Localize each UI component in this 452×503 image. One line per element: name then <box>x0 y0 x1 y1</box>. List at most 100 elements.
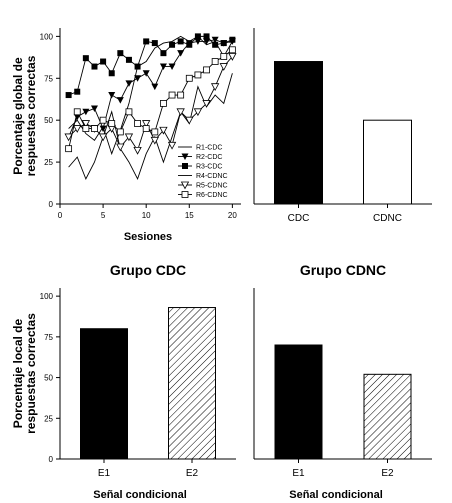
data-point-r3-cdc <box>151 40 158 47</box>
line-chart-x-tick-label: 15 <box>185 211 194 220</box>
data-point-r3-cdc <box>194 33 201 40</box>
data-point-r2-cdc <box>194 38 202 45</box>
line-chart-y-axis-label: Porcentaje global derespuestas correctas <box>11 55 38 176</box>
data-point-r5-cdnc <box>98 133 108 142</box>
grupo-cdc-bar-chart-panel: Grupo CDC Señal condicional Porcentaje l… <box>11 262 236 501</box>
line-chart-x-tick-label: 20 <box>228 211 237 220</box>
data-point-r6-cdnc <box>65 145 73 153</box>
data-point-r3-cdc <box>203 33 210 40</box>
data-point-r2-cdc <box>82 108 90 116</box>
data-point-r2-cdc <box>151 83 159 91</box>
legend-label-r4-cdnc: R4-CDNC <box>196 173 228 180</box>
data-point-r2-cdc <box>108 92 116 99</box>
data-point-r6-cdnc <box>91 125 98 132</box>
data-point-r2-cdc <box>116 97 124 104</box>
legend-marker-r3-cdc <box>182 163 188 169</box>
data-point-r3-cdc <box>125 56 132 63</box>
line-chart-y-tick-label: 75 <box>44 74 53 83</box>
data-point-r3-cdc <box>74 88 81 95</box>
overall-bar-cdnc <box>363 119 412 205</box>
overall-category-label: CDC <box>288 213 310 224</box>
data-point-r6-cdnc <box>160 100 167 107</box>
line-chart-x-tick-label: 5 <box>101 211 106 220</box>
legend-label-r5-cdnc: R5-CDNC <box>196 183 228 190</box>
data-point-r6-cdnc <box>99 116 107 124</box>
line-chart-panel: Porcentaje global derespuestas correctas… <box>11 28 241 243</box>
data-point-r3-cdc <box>134 63 141 70</box>
line-chart-y-tick-label: 100 <box>40 32 54 41</box>
grupo-cdc-y-tick-label: 0 <box>49 455 54 464</box>
data-point-r3-cdc <box>100 58 107 65</box>
overall-bar-cdc <box>274 61 323 205</box>
grupo-cdnc-x-axis-label: Señal condicional <box>289 489 383 501</box>
data-point-r2-cdc <box>99 125 107 133</box>
data-point-r5-cdnc <box>185 116 194 125</box>
grupo-cdc-y-tick-label: 100 <box>40 292 54 301</box>
data-point-r5-cdnc <box>73 125 82 133</box>
data-point-r5-cdnc <box>133 146 142 155</box>
data-point-r5-cdnc <box>64 133 73 142</box>
data-point-r5-cdnc <box>142 120 151 128</box>
data-point-r6-cdnc <box>211 58 219 65</box>
data-point-r3-cdc <box>229 36 236 43</box>
data-point-r6-cdnc <box>73 108 81 116</box>
data-point-r5-cdnc <box>210 83 220 92</box>
legend-marker-r6-cdnc <box>181 191 189 198</box>
data-point-r3-cdc <box>169 41 176 48</box>
grupo-cdnc-bar-chart-panel: Grupo CDNC Señal condicional E1 E2 <box>253 262 432 501</box>
grupo-cdc-category-label: E2 <box>186 468 199 479</box>
data-point-r6-cdnc <box>82 125 90 132</box>
data-point-r6-cdnc <box>185 74 193 82</box>
data-point-r5-cdnc <box>202 100 211 108</box>
data-point-r2-cdc <box>168 63 176 71</box>
data-point-r6-cdnc <box>220 53 228 60</box>
line-chart-y-tick-label: 50 <box>44 116 53 125</box>
data-point-r5-cdnc <box>159 126 168 135</box>
grupo-cdnc-category-label: E2 <box>381 468 394 479</box>
data-point-r3-cdc <box>117 50 124 57</box>
legend-marker-r2-cdc <box>181 153 189 160</box>
data-point-r6-cdnc <box>116 128 124 136</box>
line-chart-legend: R1-CDC R2-CDC R3-CDC R4-CDNC R5-CDNC R6-CDNC <box>178 145 228 199</box>
line-chart-x-tick-label: 0 <box>58 211 63 220</box>
data-point-r6-cdnc <box>125 108 133 116</box>
legend-label-r3-cdc: R3-CDC <box>196 164 222 171</box>
data-point-r5-cdnc <box>228 53 237 61</box>
data-point-r6-cdnc <box>194 71 202 79</box>
data-point-r2-cdc <box>90 105 98 112</box>
data-point-r3-cdc <box>108 70 115 77</box>
data-point-r2-cdc <box>211 36 219 44</box>
grupo-cdc-y-tick-label: 75 <box>44 333 53 342</box>
data-point-r3-cdc <box>91 63 98 70</box>
grupo-cdc-y-tick-label: 25 <box>44 414 53 423</box>
grupo-cdc-bar-e1 <box>80 328 128 460</box>
legend-marker-r5-cdnc <box>180 181 190 190</box>
grupo-cdc-title: Grupo CDC <box>110 262 186 278</box>
grupo-cdc-y-tick-label: 50 <box>44 374 53 383</box>
grupo-cdc-category-label: E1 <box>98 468 111 479</box>
data-point-r6-cdnc <box>151 128 159 136</box>
data-point-r5-cdnc <box>176 108 185 117</box>
data-point-r5-cdnc <box>116 143 125 152</box>
data-point-r6-cdnc <box>142 125 150 132</box>
grupo-cdnc-bar-e1 <box>274 344 323 460</box>
line-chart-x-tick-label: 10 <box>142 211 151 220</box>
data-point-r5-cdnc <box>81 120 91 128</box>
data-point-r6-cdnc <box>134 120 141 127</box>
line-chart-y-tick-label: 0 <box>49 200 54 209</box>
series-line-r1-cdc <box>68 35 233 156</box>
data-point-r5-cdnc <box>124 133 134 142</box>
legend-label-r1-cdc: R1-CDC <box>196 145 222 152</box>
data-point-r5-cdnc <box>167 141 177 150</box>
legend-label-r6-cdnc: R6-CDNC <box>196 192 228 199</box>
data-point-r3-cdc <box>212 41 219 48</box>
grupo-cdc-x-axis-label: Señal condicional <box>93 489 187 501</box>
data-point-r5-cdnc <box>150 136 159 145</box>
data-point-r6-cdnc <box>108 120 116 127</box>
line-chart-y-tick-label: 25 <box>44 158 53 167</box>
data-point-r5-cdnc <box>219 63 228 71</box>
data-point-r3-cdc <box>65 92 72 99</box>
data-point-r3-cdc <box>160 50 167 57</box>
data-point-r6-cdnc <box>203 66 210 74</box>
grupo-cdc-bar-e2 <box>168 307 216 460</box>
